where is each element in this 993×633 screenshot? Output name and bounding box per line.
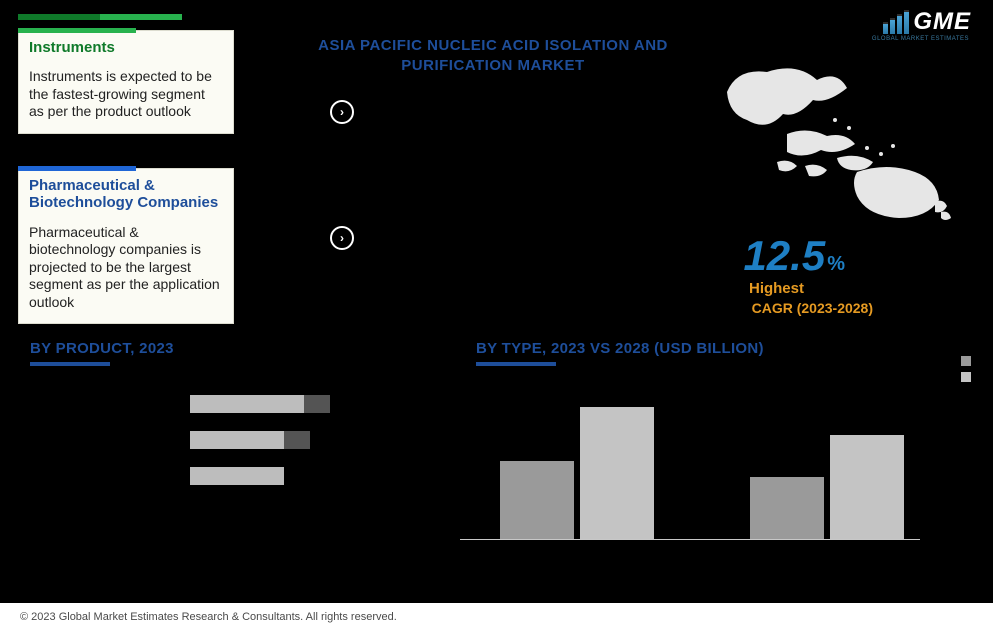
vbar-series-a <box>750 477 824 539</box>
infographic-root: GME GLOBAL MARKET ESTIMATES ASIA PACIFIC… <box>0 0 993 633</box>
cagr-value: 12.5 % <box>743 232 845 280</box>
vbar-series-b <box>580 407 654 539</box>
by-product-bar-chart <box>190 395 350 503</box>
hbar-inner <box>304 395 330 413</box>
hbar-row <box>190 395 350 413</box>
card-title: Instruments <box>19 31 233 60</box>
top-accent-rule <box>18 14 182 20</box>
by-type-bar-chart <box>460 380 920 540</box>
card-accent-marker <box>18 166 136 171</box>
chevron-right-icon: › <box>330 100 354 124</box>
brand-logo: GME <box>883 8 971 36</box>
card-accent-marker <box>18 28 136 33</box>
card-body-text: Instruments is expected to be the fastes… <box>19 60 233 133</box>
vbar-series-b <box>830 435 904 539</box>
card-body-text: Pharmaceutical & biotechnology companies… <box>19 216 233 324</box>
legend-swatch <box>961 356 971 366</box>
footer-bar: © 2023 Global Market Estimates Research … <box>0 603 993 633</box>
insight-card: InstrumentsInstruments is expected to be… <box>18 30 234 134</box>
cagr-percent-sign: % <box>827 253 845 276</box>
hbar-outer <box>190 467 284 485</box>
asia-pacific-map-icon <box>717 62 957 222</box>
card-title: Pharmaceutical & Biotechnology Companies <box>19 169 233 216</box>
infographic-title: ASIA PACIFIC NUCLEIC ACID ISOLATION AND … <box>278 36 708 75</box>
hbar-row <box>190 431 350 449</box>
logo-text: GME <box>913 8 971 36</box>
vbar-group <box>500 407 654 539</box>
vbar-group <box>750 435 904 539</box>
cagr-label-highest: Highest <box>749 280 804 297</box>
chart-legend <box>961 356 971 382</box>
vbar-series-a <box>500 461 574 539</box>
hbar-inner <box>284 431 310 449</box>
legend-swatch <box>961 372 971 382</box>
section-header-by-type: BY TYPE, 2023 VS 2028 (USD BILLION) <box>476 340 764 357</box>
chart-x-axis <box>460 539 920 540</box>
chevron-right-icon: › <box>330 226 354 250</box>
insight-card: Pharmaceutical & Biotechnology Companies… <box>18 168 234 324</box>
cagr-label-range: CAGR (2023-2028) <box>752 300 873 316</box>
cagr-number: 12.5 <box>743 232 825 280</box>
copyright-text: © 2023 Global Market Estimates Research … <box>16 609 401 625</box>
hbar-row <box>190 467 350 485</box>
section-rule-by-product <box>30 362 110 366</box>
section-rule-by-type <box>476 362 556 366</box>
section-header-by-product: BY PRODUCT, 2023 <box>30 340 174 357</box>
logo-bars-icon <box>883 10 909 34</box>
logo-subtext: GLOBAL MARKET ESTIMATES <box>872 36 969 42</box>
